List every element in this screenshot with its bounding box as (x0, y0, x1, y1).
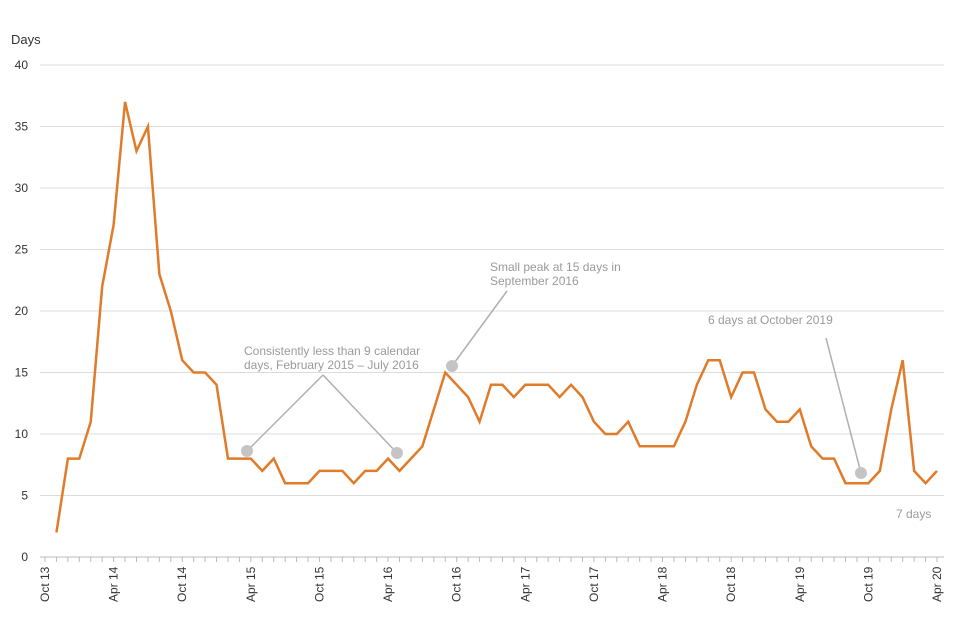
annotation-small-peak: Small peak at 15 days in September 2016 (490, 260, 624, 288)
annotation-low-period: Consistently less than 9 calendar days, … (244, 344, 423, 372)
y-tick-label: 20 (15, 304, 29, 318)
annotation-marker (391, 447, 403, 459)
series-line (55, 101, 938, 533)
annotation-leader-line (825, 337, 862, 474)
x-tick-label: Apr 15 (244, 566, 258, 602)
y-tick-label: 5 (21, 489, 28, 503)
annotation-latest-value: 7 days (896, 507, 931, 521)
y-axis-label: Days (11, 32, 41, 47)
y-tick-label: 10 (15, 427, 29, 441)
x-tick-label: Oct 18 (724, 566, 738, 602)
x-tick-label: Oct 15 (312, 566, 326, 602)
x-tick-label: Oct 19 (861, 566, 875, 602)
y-tick-label: 30 (15, 181, 29, 195)
x-tick-label: Oct 14 (175, 566, 189, 602)
annotation-leader-line (451, 290, 508, 367)
y-tick-label: 25 (15, 243, 29, 257)
x-tick-label: Apr 14 (107, 566, 121, 602)
annotation-marker (241, 445, 253, 457)
annotation-marker (855, 467, 867, 479)
annotation-october-2019: 6 days at October 2019 (708, 313, 833, 327)
x-tick-label: Oct 13 (38, 566, 52, 602)
x-tick-label: Oct 17 (587, 566, 601, 602)
x-tick-label: Oct 16 (450, 566, 464, 602)
y-tick-label: 0 (21, 550, 28, 564)
x-tick-label: Apr 16 (381, 566, 395, 602)
x-tick-label: Apr 19 (793, 566, 807, 602)
x-tick-label: Apr 17 (518, 566, 532, 602)
annotation-leader-line (322, 374, 398, 454)
y-tick-label: 35 (15, 120, 29, 134)
x-tick-label: Apr 18 (656, 566, 670, 602)
annotation-leader-line (246, 374, 324, 452)
annotation-marker (446, 360, 458, 372)
y-tick-label: 15 (15, 366, 29, 380)
y-tick-label: 40 (15, 58, 29, 72)
x-tick-label: Apr 20 (930, 566, 944, 602)
